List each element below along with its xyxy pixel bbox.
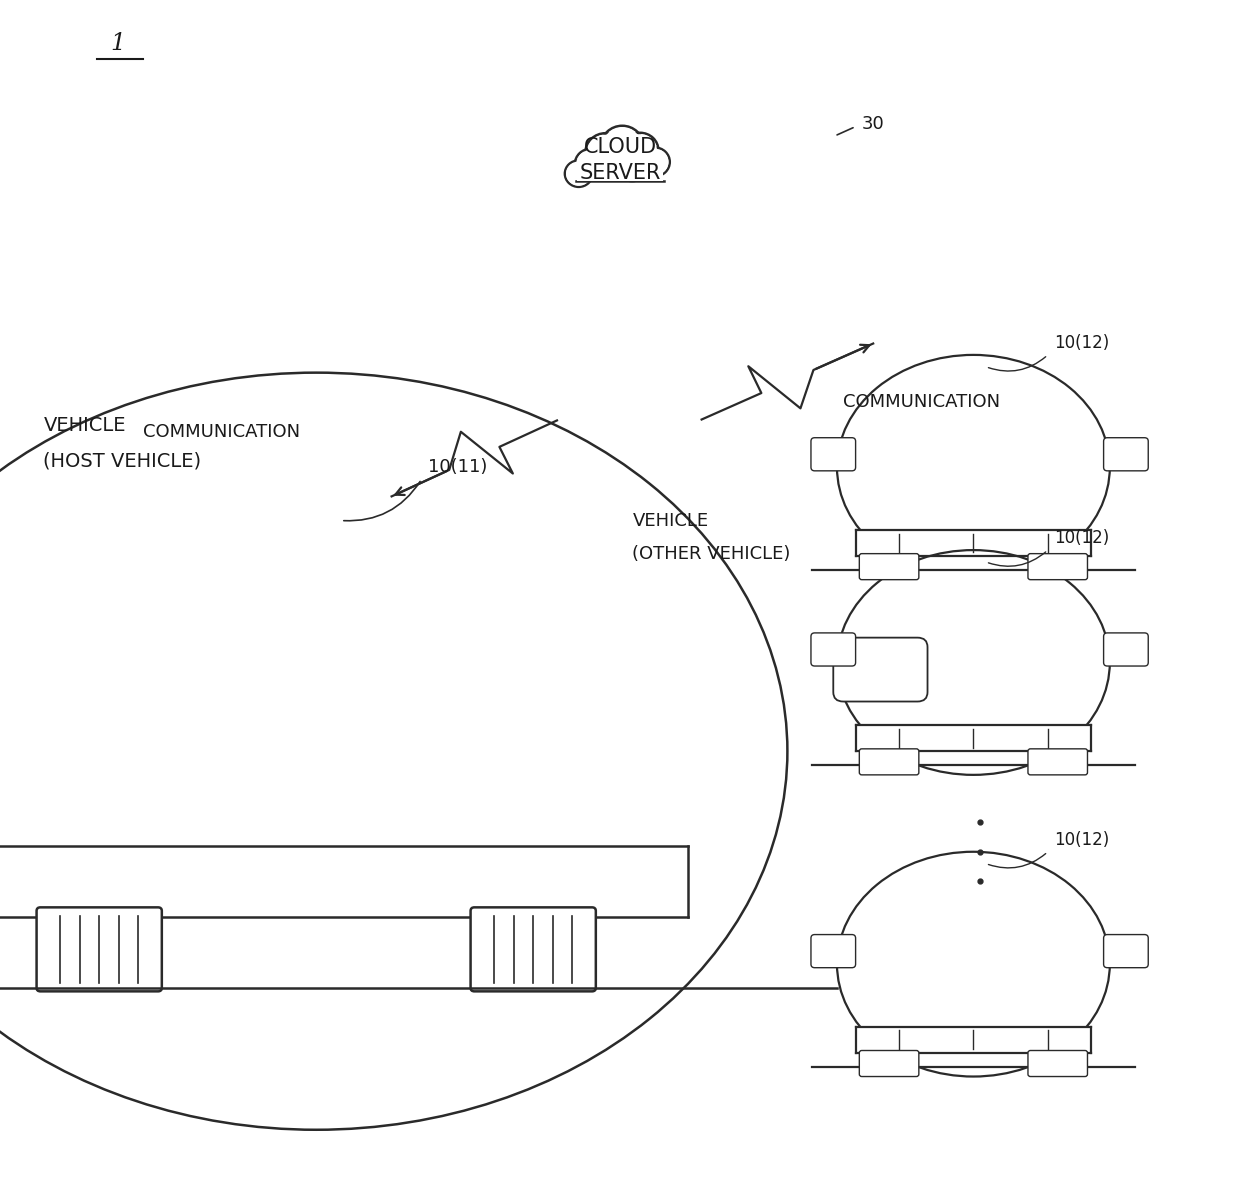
Bar [858,726,1089,750]
Circle shape [585,134,625,172]
Text: (OTHER VEHICLE): (OTHER VEHICLE) [632,544,791,563]
FancyBboxPatch shape [1028,749,1087,775]
Text: 10(12): 10(12) [1054,334,1110,353]
Ellipse shape [837,852,1110,1077]
Ellipse shape [837,355,1110,580]
Circle shape [621,132,658,168]
FancyBboxPatch shape [1104,633,1148,666]
Circle shape [601,125,644,167]
Circle shape [593,146,629,179]
Text: VEHICLE: VEHICLE [632,511,708,530]
Ellipse shape [0,373,787,1130]
Circle shape [595,147,627,177]
Bar [858,531,1089,555]
FancyBboxPatch shape [1104,935,1148,968]
Text: CLOUD
SERVER: CLOUD SERVER [579,136,661,183]
Text: 10(11): 10(11) [428,458,487,477]
FancyBboxPatch shape [859,749,919,775]
Circle shape [614,146,651,181]
Text: 30: 30 [862,115,884,134]
Bar [858,1028,1089,1052]
Circle shape [641,149,668,175]
Ellipse shape [837,550,1110,775]
Circle shape [575,149,608,180]
Text: 1: 1 [110,32,125,56]
Circle shape [587,135,624,170]
FancyBboxPatch shape [1028,1051,1087,1077]
Text: VEHICLE: VEHICLE [43,416,126,435]
FancyBboxPatch shape [811,438,856,471]
FancyBboxPatch shape [37,907,162,991]
Circle shape [640,148,670,176]
FancyBboxPatch shape [471,907,596,991]
Circle shape [624,134,657,167]
Circle shape [565,161,593,187]
FancyBboxPatch shape [1028,554,1087,580]
FancyBboxPatch shape [859,554,919,580]
Text: 10(12): 10(12) [1054,830,1110,849]
Bar [0,846,688,917]
Text: 10(12): 10(12) [1054,529,1110,548]
Circle shape [565,162,591,186]
Text: (HOST VEHICLE): (HOST VEHICLE) [43,452,202,471]
Bar [577,170,663,181]
FancyBboxPatch shape [811,935,856,968]
Bar [577,169,663,181]
Circle shape [603,128,642,164]
Text: COMMUNICATION: COMMUNICATION [843,393,1001,412]
FancyBboxPatch shape [1104,438,1148,471]
Text: COMMUNICATION: COMMUNICATION [143,422,300,441]
FancyBboxPatch shape [811,633,856,666]
Circle shape [615,147,650,180]
Circle shape [577,150,606,179]
FancyBboxPatch shape [859,1051,919,1077]
FancyBboxPatch shape [833,638,928,702]
